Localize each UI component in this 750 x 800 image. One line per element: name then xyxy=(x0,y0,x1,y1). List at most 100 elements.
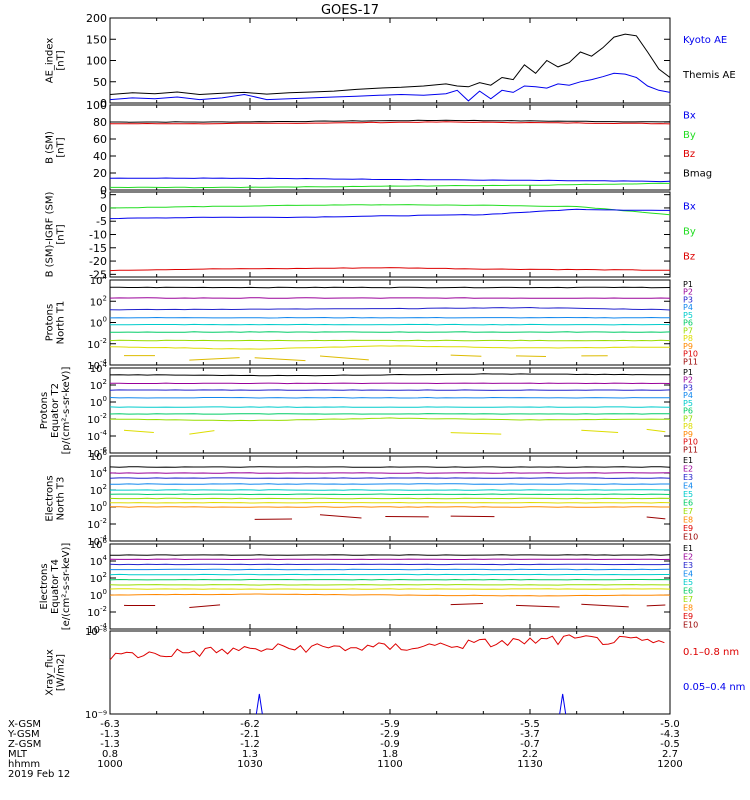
y-tick-label: 10-2 xyxy=(87,337,107,351)
series-label: E9 xyxy=(683,524,693,533)
y-tick-label: -15 xyxy=(89,242,107,255)
series-line xyxy=(109,413,671,415)
series-line xyxy=(109,72,671,102)
series-label: P11 xyxy=(683,357,698,366)
series-line xyxy=(254,357,306,362)
series-label: P8 xyxy=(683,334,693,343)
series-line xyxy=(109,558,671,561)
series-line xyxy=(109,121,671,125)
series-line xyxy=(109,501,671,504)
x-row-value: -0.7 xyxy=(520,739,540,750)
series-label: P5 xyxy=(683,311,693,320)
x-row-value: -0.5 xyxy=(660,739,680,750)
y-tick-label: 102 xyxy=(90,483,107,497)
series-line xyxy=(109,584,670,586)
series-label: 0.05–0.4 nm xyxy=(683,682,745,693)
y-axis-label: [nT] xyxy=(56,137,67,157)
series-label: E6 xyxy=(683,499,693,508)
series-label: Bx xyxy=(683,202,696,213)
series-line xyxy=(109,417,671,422)
series-label: P10 xyxy=(683,350,698,359)
x-row-value: 1.8 xyxy=(382,749,398,760)
series-line xyxy=(110,554,671,556)
x-row-value: 1200 xyxy=(657,759,682,770)
y-axis-label: North T1 xyxy=(56,301,67,345)
series-label: P7 xyxy=(683,414,693,423)
panel-bsm: 0 20 40 60 80 100 B (SM) [nT] Bx By Bz Bmag xyxy=(45,99,713,197)
series-line xyxy=(581,429,619,433)
series-label: P4 xyxy=(683,303,693,312)
x-row-value: -1.3 xyxy=(100,729,120,740)
x-row-value: -2.9 xyxy=(380,729,400,740)
x-row-label: Z-GSM xyxy=(8,739,41,750)
series-label: Kyoto AE xyxy=(683,35,727,46)
panel-frame xyxy=(109,630,671,715)
x-row-value: -4.3 xyxy=(660,729,680,740)
series-line xyxy=(646,604,666,607)
y-axis-label: Protons xyxy=(45,304,56,341)
y-tick-label: 100 xyxy=(90,500,107,514)
x-row-value: -1.2 xyxy=(240,739,260,750)
series-label: P5 xyxy=(683,399,693,408)
series-label: P6 xyxy=(683,407,693,416)
y-tick-label: 100 xyxy=(86,55,107,68)
x-row-value: -6.2 xyxy=(240,719,260,730)
series-line xyxy=(109,33,671,96)
series-line xyxy=(109,345,670,350)
series-line xyxy=(110,323,671,326)
x-row-value: -0.9 xyxy=(380,739,400,750)
series-line xyxy=(109,297,671,299)
series-label: E7 xyxy=(683,507,693,516)
series-label: P2 xyxy=(683,376,693,385)
y-tick-label: 10-2 xyxy=(87,517,107,531)
series-line xyxy=(110,182,671,189)
series-line xyxy=(515,355,546,358)
series-line xyxy=(646,516,666,520)
series-line xyxy=(581,603,629,608)
series-line xyxy=(450,354,482,357)
x-row-value: 1100 xyxy=(377,759,402,770)
y-tick-label: 104 xyxy=(90,273,108,287)
y-axis-label: [p/(cm²-s-sr-keV)] xyxy=(61,367,72,455)
series-spike xyxy=(255,693,263,715)
x-row-value: -5.0 xyxy=(660,719,680,730)
series-line xyxy=(110,204,671,216)
y-tick-label: 5 xyxy=(100,189,107,202)
y-tick-label: 104 xyxy=(90,361,108,375)
series-line xyxy=(109,634,665,661)
y-axis-label: Equator T4 xyxy=(50,559,61,614)
series-line xyxy=(109,306,671,311)
series-label: P11 xyxy=(683,445,698,454)
series-label: E9 xyxy=(683,612,693,621)
x-row-value: -1.3 xyxy=(100,739,120,750)
y-tick-label: 150 xyxy=(86,33,107,46)
series-label: P9 xyxy=(683,430,693,439)
y-tick-label: 102 xyxy=(90,378,107,392)
series-line xyxy=(110,286,671,289)
y-axis-label: [nT] xyxy=(56,224,67,244)
series-line xyxy=(109,563,671,566)
y-axis-label: [nT] xyxy=(56,50,67,70)
series-line xyxy=(515,604,560,608)
y-tick-label: -5 xyxy=(96,215,107,228)
series-line xyxy=(109,466,671,468)
x-row-value: -3.7 xyxy=(520,729,540,740)
series-label: E2 xyxy=(683,465,693,474)
y-axis-label: Xray_flux xyxy=(45,649,56,696)
y-tick-label: 0 xyxy=(100,202,107,215)
series-label: E8 xyxy=(683,516,693,525)
series-line xyxy=(109,396,671,399)
panel-ae: 0 50 100 150 200 AE_index [nT] Kyoto AE Themis A… xyxy=(45,12,736,110)
series-line xyxy=(109,483,670,485)
y-axis-label: Electrons xyxy=(39,563,50,609)
x-row-label: hhmm xyxy=(8,759,40,770)
series-label: Bz xyxy=(683,149,695,160)
series-label: P3 xyxy=(683,383,693,392)
x-row-value: 1.3 xyxy=(242,749,258,760)
series-line xyxy=(109,477,671,479)
y-tick-label: 102 xyxy=(90,294,107,308)
series-line xyxy=(109,267,671,272)
series-label: E3 xyxy=(683,561,693,570)
